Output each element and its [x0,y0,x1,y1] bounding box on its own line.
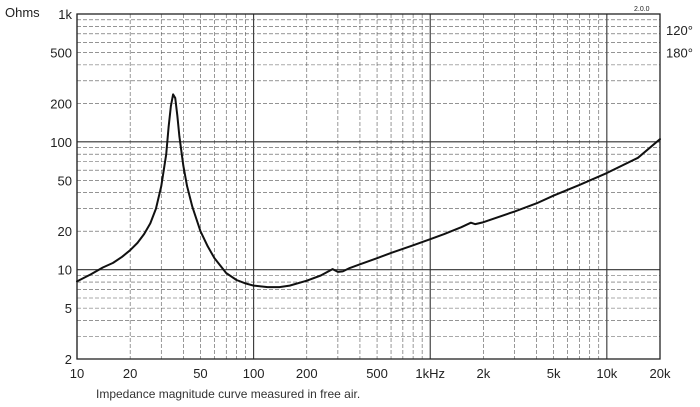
right-axis-label: 180° [666,45,693,60]
right-axis-label: 120° [666,23,693,38]
y-tick-label: 20 [58,224,72,239]
plot-frame [76,13,661,360]
x-tick-label: 20k [650,366,671,381]
y-tick-label: 500 [50,45,72,60]
y-tick-label: 5 [65,301,72,316]
x-tick-label: 100 [243,366,265,381]
y-tick-label: 100 [50,135,72,150]
y-axis-tick-labels: 1k 500 200 100 50 20 10 5 2 [50,7,72,367]
chart-grid [76,13,661,360]
x-axis-tick-labels: 10 20 50 100 200 500 1kHz 2k 5k 10k 20k [70,366,671,381]
x-tick-label: 10 [70,366,84,381]
version-label: 2.0.0 [634,6,650,13]
x-tick-label: 20 [123,366,137,381]
y-axis-unit-label: Ohms [5,5,40,20]
right-axis-labels: 120° 180° [666,23,693,61]
x-tick-label: 5k [547,366,561,381]
x-tick-label: 2k [477,366,491,381]
impedance-curve [76,93,661,289]
y-tick-label: 50 [58,173,72,188]
x-tick-label: 50 [193,366,207,381]
x-tick-label: 200 [296,366,318,381]
y-tick-label: 200 [50,96,72,111]
x-tick-label: 500 [366,366,388,381]
y-tick-label: 2 [65,352,72,367]
y-tick-label: 1k [58,7,72,22]
chart-caption: Impedance magnitude curve measured in fr… [96,387,361,401]
x-tick-label: 1kHz [415,366,445,381]
y-tick-label: 10 [58,263,72,278]
x-tick-label: 10k [596,366,617,381]
